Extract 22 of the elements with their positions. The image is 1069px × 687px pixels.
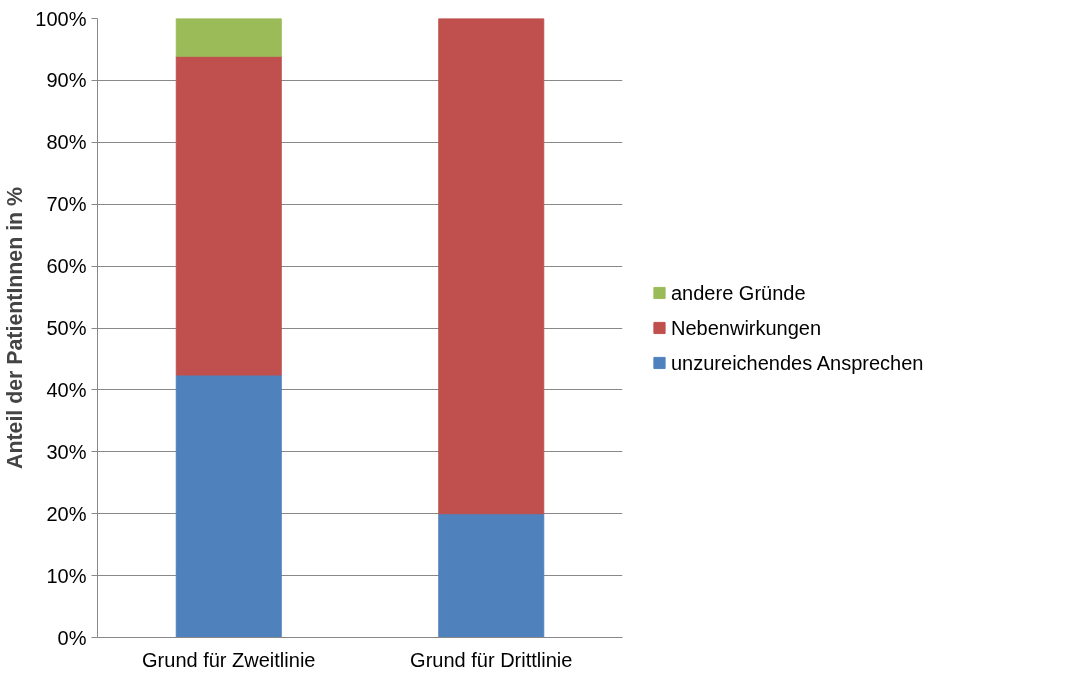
bar — [175, 374, 282, 638]
bar — [175, 18, 282, 57]
legend-label: andere Gründe — [671, 281, 806, 304]
y-axis-title: Anteil der PatientInnen in % — [3, 186, 28, 470]
y-tick-label: 0% — [57, 626, 87, 649]
y-tick-label: 20% — [46, 502, 87, 525]
y-tick-label: 40% — [46, 378, 87, 401]
y-tick-label: 10% — [46, 564, 87, 587]
legend-label: Nebenwirkungen — [671, 316, 822, 339]
y-tick-label: 100% — [35, 7, 87, 30]
bar — [438, 513, 545, 638]
bar — [438, 18, 545, 515]
x-tick-label: Grund für Zweitlinie — [142, 648, 316, 671]
y-tick-label: 30% — [46, 440, 87, 463]
y-tick-label: 60% — [46, 255, 87, 278]
bar — [175, 55, 282, 376]
y-tick-label: 90% — [46, 69, 87, 92]
y-tick-label: 80% — [46, 131, 87, 154]
y-tick-label: 50% — [46, 317, 87, 339]
legend-label: unzureichendes Ansprechen — [671, 351, 924, 374]
x-tick-label: Grund für Drittlinie — [410, 648, 573, 671]
y-tick-label: 70% — [46, 193, 87, 216]
